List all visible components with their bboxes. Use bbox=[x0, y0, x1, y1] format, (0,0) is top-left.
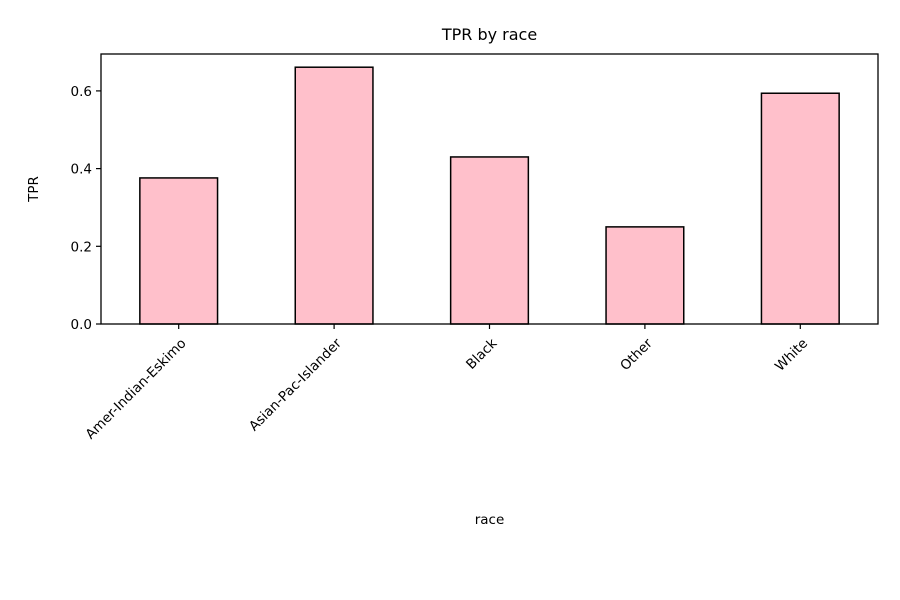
x-tick-label: Asian-Pac-Islander bbox=[246, 335, 345, 434]
bar bbox=[294, 66, 374, 325]
x-tick-label: Black bbox=[463, 335, 500, 372]
y-tick-label: 0.6 bbox=[71, 84, 92, 100]
y-tick-label: 0.4 bbox=[71, 162, 92, 178]
bar bbox=[605, 226, 685, 325]
x-tick-label: White bbox=[772, 336, 811, 375]
bar bbox=[139, 177, 219, 325]
chart-title: TPR by race bbox=[441, 25, 537, 44]
y-axis-label: TPR bbox=[26, 176, 42, 203]
bar bbox=[449, 156, 530, 325]
y-tick-label: 0.0 bbox=[71, 317, 92, 333]
plot-area: 0.0 0.2 0.4 0.6 Amer-Indian-Eskimo Asian-Pac-… bbox=[26, 25, 879, 528]
x-tick-label: Other bbox=[617, 335, 656, 374]
x-tick-label: Amer-Indian-Eskimo bbox=[83, 336, 190, 443]
y-tick-label: 0.2 bbox=[71, 239, 92, 255]
x-axis-label: race bbox=[475, 512, 505, 528]
bar bbox=[760, 92, 840, 325]
